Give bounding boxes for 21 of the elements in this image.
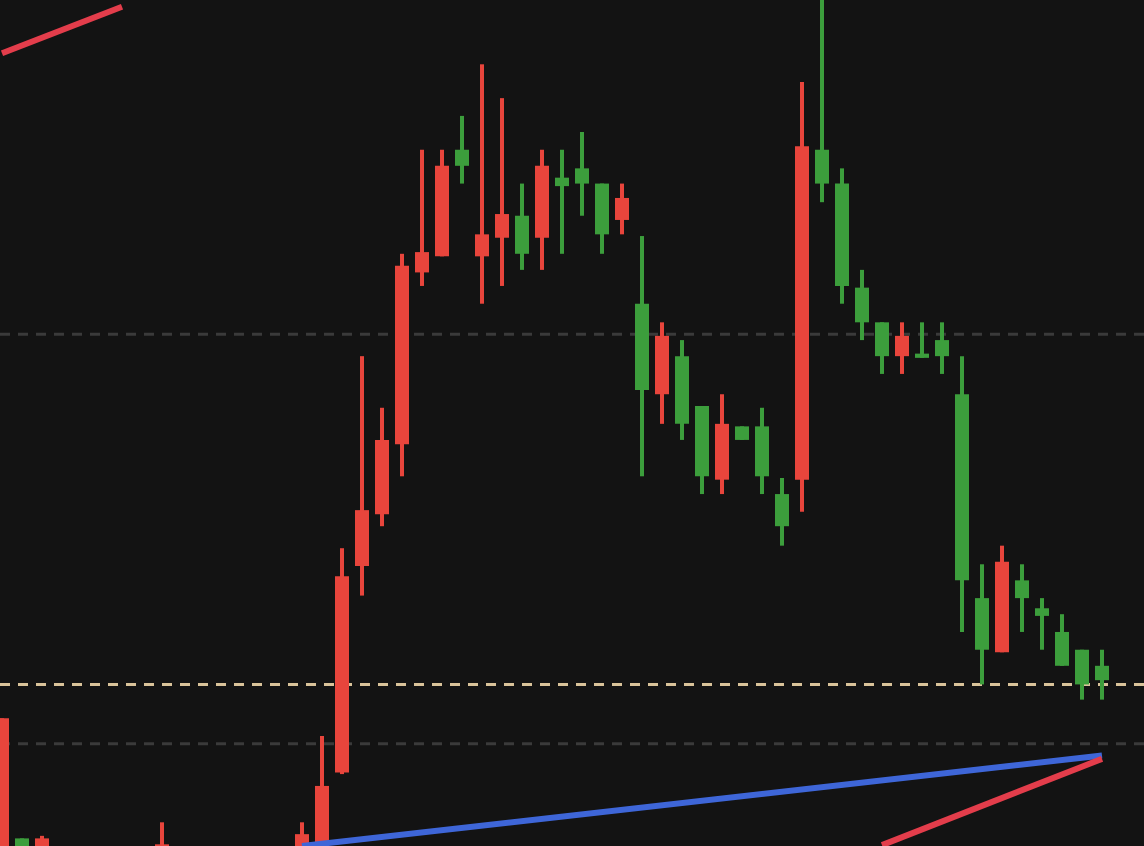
candlestick xyxy=(475,62,489,306)
candlestick xyxy=(515,181,529,272)
candlestick xyxy=(615,181,629,237)
candlestick xyxy=(1015,562,1029,634)
candlestick xyxy=(575,129,589,218)
candlestick xyxy=(915,320,929,360)
candlestick xyxy=(775,475,789,548)
candlestick xyxy=(1055,612,1069,668)
candlestick xyxy=(415,147,429,288)
candlestick xyxy=(875,320,889,376)
candlestick xyxy=(895,320,909,376)
candlestick xyxy=(935,320,949,376)
candlestick xyxy=(815,0,829,205)
candlestick xyxy=(1035,596,1049,652)
candlestick xyxy=(155,820,169,846)
candlestick xyxy=(1095,647,1109,702)
candlestick xyxy=(455,113,469,186)
candlestick xyxy=(495,96,509,288)
candlestick xyxy=(1075,647,1089,702)
candlestick xyxy=(555,147,569,256)
candlestick xyxy=(855,267,869,343)
